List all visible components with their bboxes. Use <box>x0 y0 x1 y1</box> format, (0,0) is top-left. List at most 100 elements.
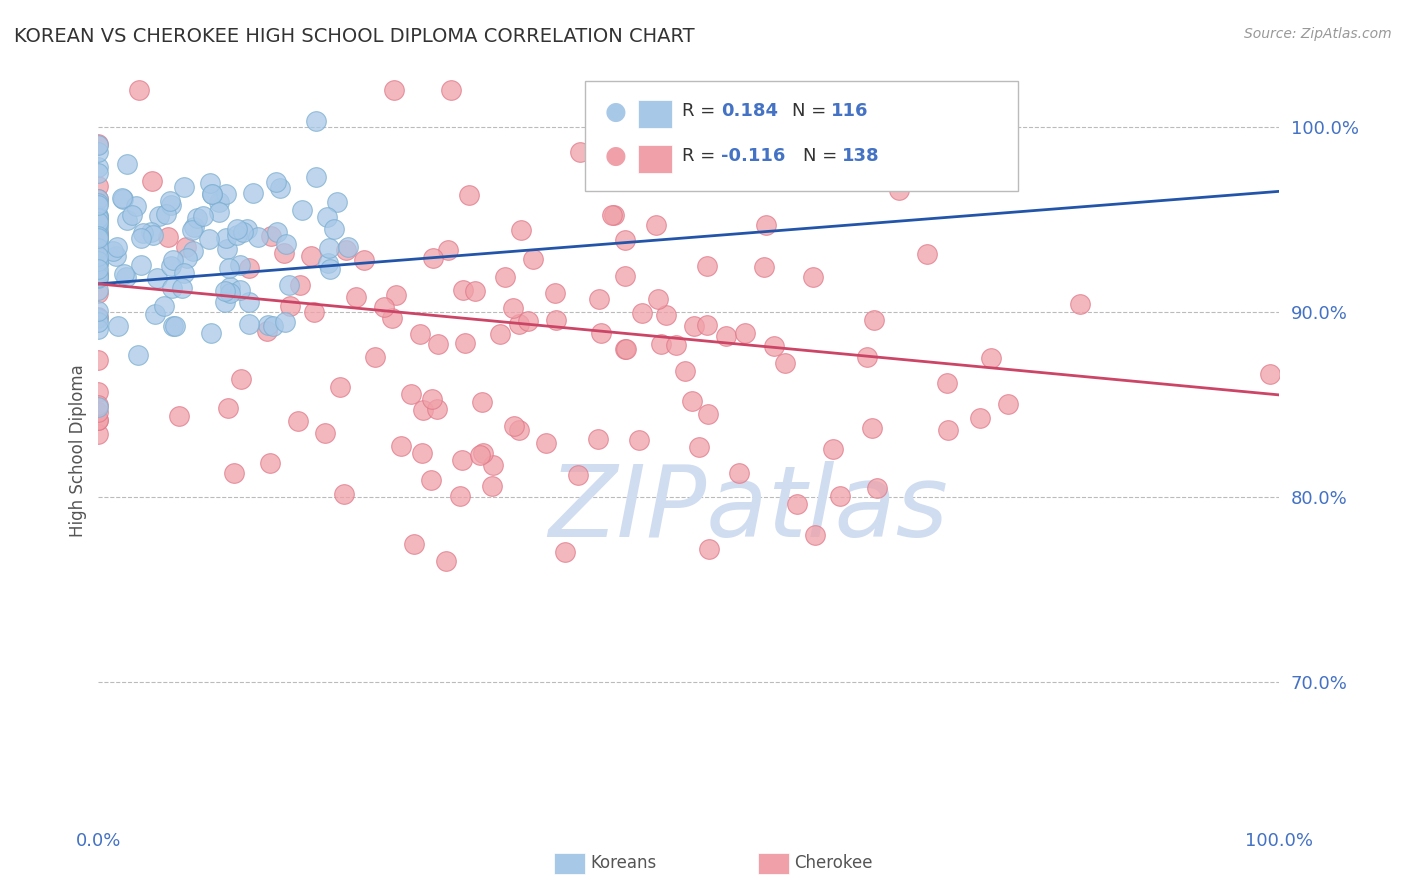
Point <box>87 283 110 297</box>
Point <box>87 230 110 244</box>
Point <box>215 243 238 257</box>
Point <box>828 155 851 169</box>
Point <box>280 299 302 313</box>
Point <box>87 268 110 282</box>
Point <box>121 208 143 222</box>
Point <box>980 351 1002 365</box>
Point <box>218 260 240 275</box>
Point <box>412 403 434 417</box>
Point <box>434 554 457 568</box>
Point <box>117 157 139 171</box>
Point <box>688 440 710 454</box>
Point <box>87 311 110 326</box>
Point <box>256 318 278 333</box>
Point <box>389 439 412 453</box>
Point <box>242 186 264 200</box>
Point <box>803 270 825 285</box>
Point <box>440 82 463 96</box>
Point <box>181 244 204 258</box>
Point <box>87 413 110 427</box>
Point <box>160 198 183 212</box>
Point <box>170 281 193 295</box>
Point <box>229 258 252 272</box>
Point <box>176 251 198 265</box>
Point <box>482 458 505 472</box>
Point <box>148 209 170 223</box>
Point <box>173 266 195 280</box>
Point <box>335 244 357 258</box>
Point <box>87 243 110 257</box>
Point <box>409 326 432 341</box>
Point <box>215 231 238 245</box>
Point <box>318 261 340 276</box>
Point <box>332 487 354 501</box>
Point <box>936 376 959 390</box>
Point <box>87 310 110 324</box>
Point <box>143 307 166 321</box>
Point <box>167 409 190 423</box>
Text: ZIPatlas: ZIPatlas <box>548 461 948 558</box>
Point <box>828 489 851 503</box>
Point <box>87 399 110 413</box>
Text: Cherokee: Cherokee <box>794 854 873 871</box>
Point <box>569 145 592 159</box>
Point <box>155 207 177 221</box>
Point <box>647 293 669 307</box>
Point <box>437 244 460 258</box>
Point <box>153 299 176 313</box>
Point <box>489 326 512 341</box>
Point <box>860 421 883 435</box>
Point <box>863 313 886 327</box>
Point <box>803 528 825 542</box>
Point <box>142 227 165 242</box>
Point <box>716 329 738 343</box>
Text: N =: N = <box>803 147 842 165</box>
Point <box>163 318 186 333</box>
Point <box>229 372 252 386</box>
Point <box>734 326 756 340</box>
Point <box>627 433 650 447</box>
Point <box>728 466 751 480</box>
Point <box>503 419 526 434</box>
Point <box>103 244 125 258</box>
Point <box>87 178 110 193</box>
Point <box>696 318 718 332</box>
Point <box>112 267 135 281</box>
Point <box>588 293 610 307</box>
Point <box>613 342 636 356</box>
Point <box>426 337 449 351</box>
Point <box>87 256 110 270</box>
Point <box>146 271 169 285</box>
Point <box>773 356 796 370</box>
Point <box>87 212 110 227</box>
Point <box>262 318 284 333</box>
Point <box>510 222 533 236</box>
Point <box>141 174 163 188</box>
Point <box>87 256 110 270</box>
Point <box>200 326 222 341</box>
Point <box>87 229 110 244</box>
Point <box>508 423 530 437</box>
Point <box>191 209 214 223</box>
Point <box>259 456 281 470</box>
Point <box>228 283 250 297</box>
Point <box>546 313 568 327</box>
Point <box>318 241 340 255</box>
Point <box>107 318 129 333</box>
Point <box>87 321 110 335</box>
Point <box>502 301 524 315</box>
Point <box>337 240 360 254</box>
Text: ●: ● <box>605 145 627 168</box>
Point <box>288 277 311 292</box>
Point <box>87 209 110 223</box>
Text: ●: ● <box>605 100 627 123</box>
Point <box>420 474 443 488</box>
Point <box>131 258 153 272</box>
Point <box>238 295 260 310</box>
Point <box>87 226 110 240</box>
Point <box>201 186 224 201</box>
Point <box>598 161 620 175</box>
Point <box>614 343 637 357</box>
Point <box>274 315 297 329</box>
Point <box>87 241 110 255</box>
